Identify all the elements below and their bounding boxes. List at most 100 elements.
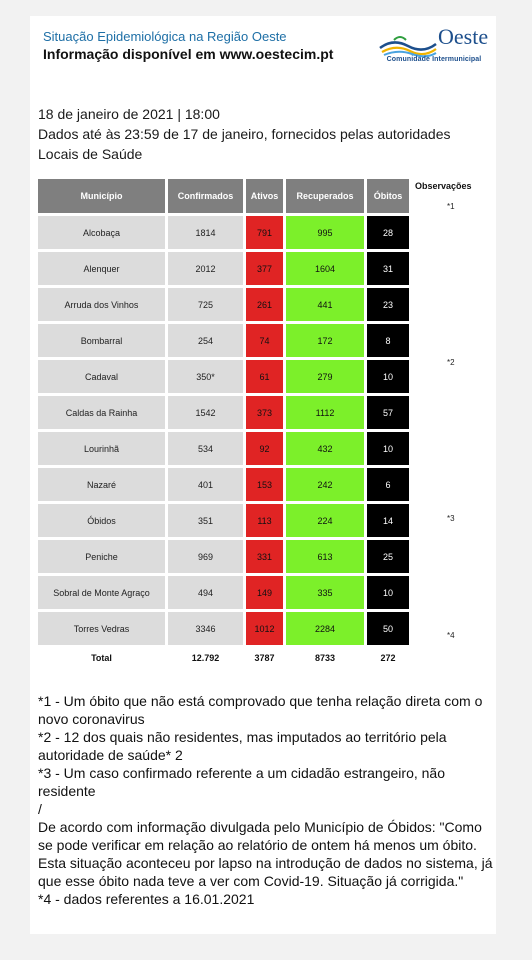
cell-ativos: 791 xyxy=(246,216,286,249)
cell-municipio: Alenquer xyxy=(38,252,168,285)
report-source: Dados até às 23:59 de 17 de janeiro, for… xyxy=(38,126,451,162)
footnotes: *1 - Um óbito que não está comprovado qu… xyxy=(38,692,494,908)
observations-header: Observações xyxy=(415,181,472,191)
cell-ativos: 113 xyxy=(246,504,286,537)
table-row: Lourinhã 534 92 432 10 xyxy=(38,432,415,468)
cell-obitos: 57 xyxy=(367,396,409,429)
total-confirmados: 12.792 xyxy=(168,648,246,667)
cell-recuperados: 242 xyxy=(286,468,367,501)
observation-marker: *3 xyxy=(447,514,455,523)
cell-recuperados: 1112 xyxy=(286,396,367,429)
cell-recuperados: 432 xyxy=(286,432,367,465)
cell-obitos: 10 xyxy=(367,432,409,465)
cell-ativos: 377 xyxy=(246,252,286,285)
total-recuperados: 8733 xyxy=(286,648,367,667)
cell-ativos: 1012 xyxy=(246,612,286,645)
cell-obitos: 14 xyxy=(367,504,409,537)
cell-confirmados: 494 xyxy=(168,576,246,609)
observation-marker: *2 xyxy=(447,358,455,367)
table-row: Cadaval 350* 61 279 10 xyxy=(38,360,415,396)
oeste-logo-waves-icon xyxy=(379,36,437,58)
observation-marker: *1 xyxy=(447,202,455,211)
footnote: De acordo com informação divulgada pelo … xyxy=(38,819,493,889)
cell-municipio: Nazaré xyxy=(38,468,168,501)
cell-obitos: 8 xyxy=(367,324,409,357)
cell-recuperados: 441 xyxy=(286,288,367,321)
cell-obitos: 50 xyxy=(367,612,409,645)
column-header: Município xyxy=(38,179,168,213)
total-ativos: 3787 xyxy=(246,648,286,667)
cell-obitos: 10 xyxy=(367,360,409,393)
cell-confirmados: 1814 xyxy=(168,216,246,249)
cell-confirmados: 725 xyxy=(168,288,246,321)
report-subtitle: Situação Epidemiológica na Região Oeste xyxy=(43,29,287,44)
cell-confirmados: 1542 xyxy=(168,396,246,429)
cell-confirmados: 401 xyxy=(168,468,246,501)
cell-municipio: Arruda dos Vinhos xyxy=(38,288,168,321)
total-label: Total xyxy=(38,648,168,667)
cell-recuperados: 279 xyxy=(286,360,367,393)
logo-tagline: Comunidade Intermunicipal xyxy=(386,56,482,63)
observation-marker: *4 xyxy=(447,631,455,640)
cell-ativos: 74 xyxy=(246,324,286,357)
total-obitos: 272 xyxy=(367,648,409,667)
cell-municipio: Peniche xyxy=(38,540,168,573)
column-header: Confirmados xyxy=(168,179,246,213)
footnote: *2 - 12 dos quais não residentes, mas im… xyxy=(38,729,447,763)
table-row: Alenquer 2012 377 1604 31 xyxy=(38,252,415,288)
table-header-row: Município Confirmados Ativos Recuperados… xyxy=(38,179,415,216)
cell-ativos: 331 xyxy=(246,540,286,573)
cell-municipio: Bombarral xyxy=(38,324,168,357)
cell-confirmados: 351 xyxy=(168,504,246,537)
cell-municipio: Sobral de Monte Agraço xyxy=(38,576,168,609)
report-date: 18 de janeiro de 2021 | 18:00 xyxy=(38,106,220,122)
cell-ativos: 149 xyxy=(246,576,286,609)
cell-recuperados: 2284 xyxy=(286,612,367,645)
cell-municipio: Alcobaça xyxy=(38,216,168,249)
report-intro: 18 de janeiro de 2021 | 18:00 Dados até … xyxy=(38,104,490,164)
cell-obitos: 6 xyxy=(367,468,409,501)
footnote: *4 - dados referentes a 16.01.2021 xyxy=(38,891,255,907)
report-card: Situação Epidemiológica na Região Oeste … xyxy=(30,16,496,934)
cell-recuperados: 1604 xyxy=(286,252,367,285)
cell-confirmados: 350* xyxy=(168,360,246,393)
cell-municipio: Cadaval xyxy=(38,360,168,393)
cell-recuperados: 224 xyxy=(286,504,367,537)
cell-municipio: Óbidos xyxy=(38,504,168,537)
report-header: Situação Epidemiológica na Região Oeste … xyxy=(43,24,488,89)
cell-obitos: 10 xyxy=(367,576,409,609)
cell-ativos: 373 xyxy=(246,396,286,429)
cell-recuperados: 613 xyxy=(286,540,367,573)
column-header: Ativos xyxy=(246,179,286,213)
table-row: Peniche 969 331 613 25 xyxy=(38,540,415,576)
footnote: *3 - Um caso confirmado referente a um c… xyxy=(38,765,445,799)
cell-confirmados: 3346 xyxy=(168,612,246,645)
cell-obitos: 28 xyxy=(367,216,409,249)
column-header: Recuperados xyxy=(286,179,367,213)
cell-recuperados: 335 xyxy=(286,576,367,609)
cell-ativos: 92 xyxy=(246,432,286,465)
table-total-row: Total 12.792 3787 8733 272 xyxy=(38,648,415,667)
report-title: Informação disponível em www.oestecim.pt xyxy=(43,46,334,62)
cell-ativos: 153 xyxy=(246,468,286,501)
table-row: Alcobaça 1814 791 995 28 xyxy=(38,216,415,252)
cell-municipio: Torres Vedras xyxy=(38,612,168,645)
footnote: / xyxy=(38,801,42,817)
cell-obitos: 23 xyxy=(367,288,409,321)
cell-ativos: 61 xyxy=(246,360,286,393)
cell-confirmados: 254 xyxy=(168,324,246,357)
cell-obitos: 31 xyxy=(367,252,409,285)
column-header: Óbitos xyxy=(367,179,409,213)
table-row: Sobral de Monte Agraço 494 149 335 10 xyxy=(38,576,415,612)
table-row: Caldas da Rainha 1542 373 1112 57 xyxy=(38,396,415,432)
table-row: Torres Vedras 3346 1012 2284 50 xyxy=(38,612,415,648)
table-row: Arruda dos Vinhos 725 261 441 23 xyxy=(38,288,415,324)
footnote: *1 - Um óbito que não está comprovado qu… xyxy=(38,693,483,727)
cell-recuperados: 995 xyxy=(286,216,367,249)
logo-wordmark: Oeste xyxy=(438,24,489,49)
cell-municipio: Caldas da Rainha xyxy=(38,396,168,429)
oeste-logo: Oeste Comunidade Intermunicipal xyxy=(378,24,489,70)
table-row: Bombarral 254 74 172 8 xyxy=(38,324,415,360)
table-row: Óbidos 351 113 224 14 xyxy=(38,504,415,540)
covid-table: Município Confirmados Ativos Recuperados… xyxy=(38,179,415,667)
